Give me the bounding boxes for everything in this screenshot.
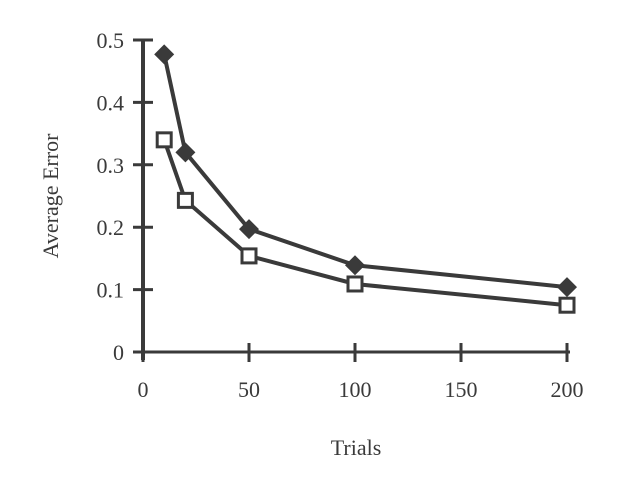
series-2 [155, 131, 576, 314]
diamond-marker [154, 44, 175, 65]
square-marker [176, 191, 194, 209]
square-marker [240, 247, 258, 265]
y-tick-label: 0 [113, 340, 124, 365]
y-axis-label: Average Error [38, 133, 63, 258]
square-marker [346, 275, 364, 293]
y-tick-label: 0.3 [97, 153, 125, 178]
x-tick-label: 100 [339, 377, 372, 402]
square-marker [558, 296, 576, 314]
y-tick-label: 0.4 [97, 90, 125, 115]
diamond-marker [557, 277, 577, 298]
plot-area [154, 44, 577, 314]
x-tick-label: 0 [138, 377, 149, 402]
series-1 [154, 44, 577, 298]
x-tick-label: 50 [238, 377, 260, 402]
x-axis-label: Trials [331, 435, 382, 460]
diamond-marker [345, 255, 365, 276]
y-axis: 0 0.1 0.2 0.3 0.4 0.5 [97, 28, 153, 365]
diamond-marker [175, 142, 196, 163]
y-tick-label: 0.1 [97, 278, 125, 303]
y-tick-label: 0.5 [97, 28, 125, 53]
y-tick-label: 0.2 [97, 215, 125, 240]
diamond-marker [239, 219, 259, 240]
x-axis: 0 50 100 150 200 [136, 343, 584, 402]
square-marker [155, 131, 173, 149]
x-tick-label: 150 [445, 377, 478, 402]
x-tick-label: 200 [551, 377, 584, 402]
